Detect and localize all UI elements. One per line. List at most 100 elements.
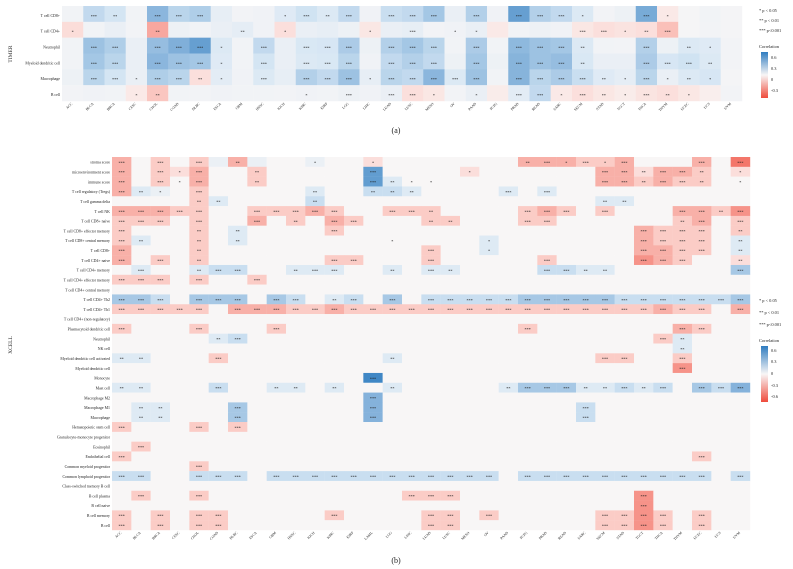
heatmap-cell <box>382 353 403 364</box>
heatmap-cell <box>550 37 573 54</box>
heatmap-cell <box>228 157 248 168</box>
row-label: T cell CD8+ <box>91 249 110 253</box>
significance-mark: *** <box>331 259 337 264</box>
heatmap-cell <box>104 6 126 23</box>
heatmap-cell <box>324 372 345 383</box>
heatmap-cell <box>208 225 229 236</box>
heatmap-cell <box>170 304 190 315</box>
heatmap-cell <box>421 314 441 325</box>
heatmap-cell <box>170 264 190 275</box>
heatmap-cell <box>266 186 287 197</box>
heatmap-cell <box>595 176 615 187</box>
significance-mark: *** <box>516 46 522 51</box>
heatmap-cell <box>556 333 577 344</box>
heatmap-cell <box>247 461 267 472</box>
heatmap-cell <box>266 431 287 442</box>
heatmap-cell <box>576 235 596 246</box>
heatmap-cell <box>537 412 557 423</box>
heatmap-cell <box>672 206 693 217</box>
heatmap-cell <box>653 422 673 433</box>
heatmap-cell <box>460 363 480 374</box>
heatmap-cell <box>653 510 673 521</box>
heatmap-cell <box>479 500 499 511</box>
significance-mark: *** <box>621 298 627 303</box>
colorbar-title: Correlation <box>759 338 780 343</box>
heatmap-cell <box>266 284 287 295</box>
heatmap-cell <box>423 6 445 23</box>
heatmap-cell <box>556 422 577 433</box>
heatmap-cell <box>421 176 441 187</box>
significance-mark: *** <box>389 209 395 214</box>
heatmap-cell <box>537 500 557 511</box>
heatmap-cell <box>247 245 267 256</box>
heatmap-cell <box>150 333 171 344</box>
heatmap-cell <box>359 6 381 23</box>
significance-mark: *** <box>91 61 97 66</box>
heatmap-cell <box>529 37 551 54</box>
heatmap-cell <box>380 53 403 70</box>
significance-mark: *** <box>558 14 564 19</box>
significance-mark: *** <box>409 30 415 35</box>
significance-mark: ** <box>158 416 162 421</box>
heatmap-cell <box>614 471 635 482</box>
heatmap-cell <box>653 382 673 393</box>
significance-mark: ** <box>708 61 712 66</box>
heatmap-cell <box>537 382 557 393</box>
significance-mark: *** <box>537 93 543 98</box>
heatmap-cell <box>730 176 751 187</box>
colorbar-title: Correlation <box>759 44 780 49</box>
heatmap-cell <box>359 53 381 70</box>
heatmap-cell <box>150 451 171 462</box>
heatmap-cell <box>479 196 499 207</box>
significance-mark: ** <box>139 239 143 244</box>
heatmap-cell <box>131 372 151 383</box>
significance-mark: *** <box>473 61 479 66</box>
heatmap-cell <box>324 176 345 187</box>
heatmap-cell <box>556 166 577 177</box>
significance-mark: *** <box>215 298 221 303</box>
significance-mark: * <box>179 180 181 185</box>
heatmap-cell <box>266 490 287 501</box>
heatmap-cell <box>382 500 403 511</box>
significance-mark: *** <box>293 474 299 479</box>
significance-mark: *** <box>643 46 649 51</box>
significance-mark: *** <box>351 298 357 303</box>
heatmap-cell <box>305 166 325 177</box>
significance-mark: ** <box>139 386 143 391</box>
heatmap-cell <box>460 255 480 266</box>
heatmap-cell <box>692 520 712 531</box>
heatmap-cell <box>593 6 615 23</box>
significance-mark: *** <box>579 30 585 35</box>
heatmap-cell <box>634 166 654 177</box>
heatmap-cell <box>440 323 461 334</box>
heatmap-cell <box>421 284 441 295</box>
significance-mark: ** <box>113 14 117 19</box>
significance-mark: *** <box>370 396 376 401</box>
heatmap-cell <box>305 363 325 374</box>
heatmap-cell <box>247 422 267 433</box>
heatmap-cell <box>305 520 325 531</box>
heatmap-cell <box>324 255 345 266</box>
heatmap-cell <box>170 353 190 364</box>
heatmap-cell <box>440 196 461 207</box>
heatmap-cell <box>112 510 132 521</box>
heatmap-cell <box>657 21 679 38</box>
significance-mark: ** <box>429 219 433 224</box>
heatmap-cell <box>672 422 693 433</box>
heatmap-cell <box>692 333 712 344</box>
row-label: NK cell <box>98 347 110 351</box>
heatmap-cell <box>344 264 364 275</box>
heatmap-cell <box>382 392 403 403</box>
heatmap-cell <box>576 392 596 403</box>
heatmap-cell <box>576 402 596 413</box>
heatmap-cell <box>730 166 751 177</box>
heatmap-cell <box>635 6 658 23</box>
heatmap-cell <box>131 255 151 266</box>
heatmap-cell <box>324 235 345 246</box>
heatmap-cell <box>382 441 403 452</box>
heatmap-cell <box>344 294 364 305</box>
heatmap-cell <box>479 520 499 531</box>
colorbar-tick: 0.3 <box>771 359 777 364</box>
significance-mark: *** <box>409 14 415 19</box>
